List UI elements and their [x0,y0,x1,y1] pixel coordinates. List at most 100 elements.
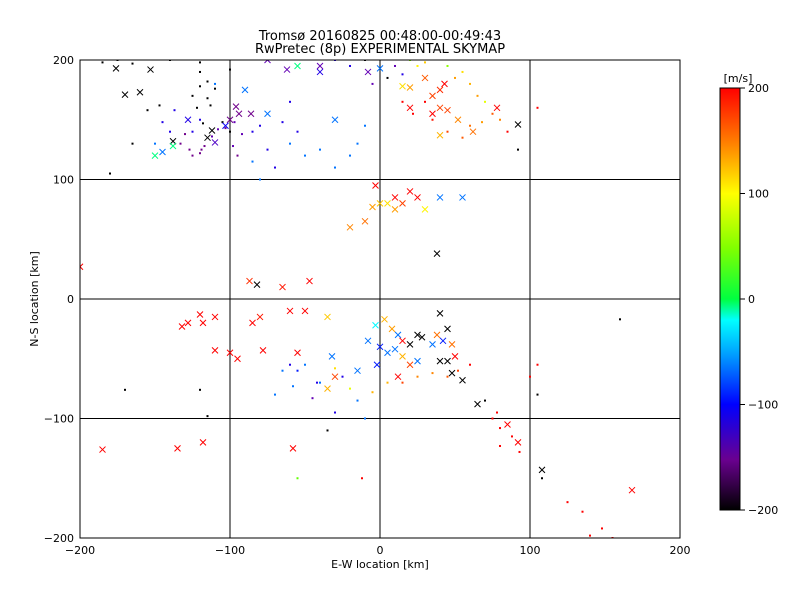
scatter-dot [191,154,194,157]
scatter-cross [301,307,309,315]
scatter-dot [416,375,419,378]
scatter-cross [391,206,399,213]
scatter-cross [178,323,186,330]
scatter-dot [536,106,539,109]
scatter-dot [461,70,464,73]
scatter-dot [173,109,176,112]
scatter-dot [229,130,231,133]
scatter-cross [436,131,444,139]
colorbar-tick-label: 200 [748,82,769,95]
scatter-dot [311,397,314,400]
scatter-dot [566,501,569,504]
scatter-cross [283,66,291,73]
scatter-cross [112,65,120,72]
scatter-dot [356,399,359,402]
scatter-dot [251,130,254,133]
colorbar-tick-label: −200 [748,504,778,517]
scatter-cross [474,400,481,408]
scatter-dot [446,64,449,67]
scatter-dot [199,85,201,88]
scatter-cross [253,281,261,289]
scatter-cross [376,343,384,351]
scatter-cross [199,439,207,446]
scatter-dot [371,82,374,85]
scatter-cross [441,80,448,88]
scatter-cross [406,188,414,195]
scatter-dot [251,160,254,163]
scatter-dot [217,128,219,131]
scatter-cross [514,439,522,446]
scatter-cross [421,74,429,82]
scatter-cross [399,337,406,345]
scatter-dot [203,145,206,148]
scatter-cross [208,127,216,134]
scatter-dot [199,61,201,64]
scatter-dot [146,109,149,112]
scatter-dot [461,136,464,139]
scatter-dot [199,118,201,121]
scatter-cross [394,373,402,381]
scatter-cross [226,349,234,357]
scatter-dot [469,363,471,366]
scatter-dot [296,477,299,480]
scatter-dot [529,375,531,378]
scatter-cross [451,353,459,360]
scatter-dot [601,527,603,530]
scatter-dot [304,154,306,157]
scatter-dot [431,118,434,121]
scatter-dot [209,104,212,107]
scatter-cross [372,182,379,189]
scatter-cross [286,307,294,315]
scatter-cross [429,110,436,118]
scatter-dot [386,76,389,79]
scatter-cross [376,65,384,72]
scatter-dot [589,534,591,537]
y-axis-label: N-S location [km] [28,251,41,347]
scatter-dot [199,152,201,155]
scatter-cross [184,319,192,327]
scatter-cross [169,142,177,150]
scatter-cross [279,283,286,291]
scatter-cross [436,309,444,317]
scatter-cross [259,347,267,354]
scatter-dot [394,64,396,67]
scatter-cross [354,367,361,375]
scatter-dot [431,372,434,375]
x-axis-label: E-W location [km] [331,558,429,571]
scatter-cross [459,376,466,384]
scatter-cross [414,357,421,365]
scatter-dot [184,133,186,136]
scatter-cross [184,116,192,124]
scatter-dot [161,121,164,124]
scatter-cross [399,200,406,207]
scatter-dot [296,130,299,133]
scatter-cross [406,84,414,91]
scatter-cross [151,152,159,159]
scatter-cross [204,134,211,142]
scatter-dot [484,100,486,103]
scatter-dot [386,381,389,384]
colorbar-tick-label: −100 [748,399,778,412]
scatter-dot [469,82,471,85]
scatter-cross [289,445,297,452]
y-tick-label: 100 [53,174,74,187]
scatter-dot [289,142,291,145]
scatter-dot [131,142,134,145]
scatter-dot [454,76,456,79]
scatter-cross [439,337,447,345]
scatter-cross [433,331,441,339]
scatter-cross [414,331,421,339]
scatter-dot [274,166,276,169]
scatter-dot [536,363,539,366]
scatter-dot [319,148,321,151]
scatter-cross [448,341,456,348]
scatter-cross [436,86,444,94]
scatter-cross [211,347,219,354]
scatter-cross [328,353,336,360]
x-tick-label: 100 [520,544,541,557]
scatter-dot [199,70,201,73]
scatter-dot [259,178,261,181]
scatter-dot [364,124,366,127]
scatter-dot [281,369,284,372]
scatter-dot [496,411,498,414]
